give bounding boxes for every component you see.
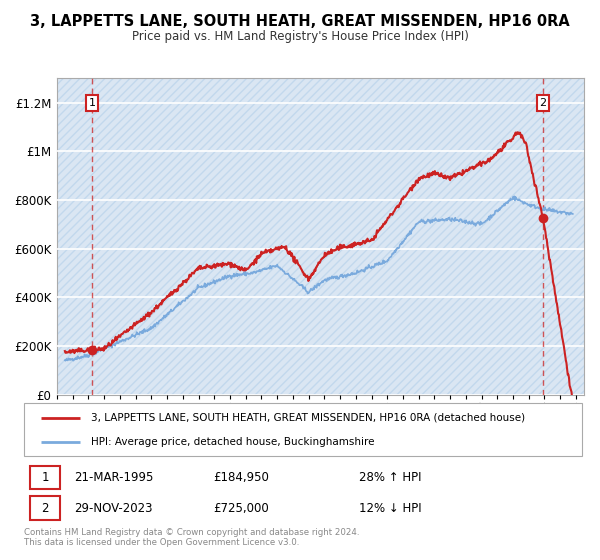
FancyBboxPatch shape — [29, 465, 60, 489]
Text: 28% ↑ HPI: 28% ↑ HPI — [359, 471, 421, 484]
Text: 29-NOV-2023: 29-NOV-2023 — [74, 502, 153, 515]
Text: 1: 1 — [41, 471, 49, 484]
Text: HPI: Average price, detached house, Buckinghamshire: HPI: Average price, detached house, Buck… — [91, 437, 374, 447]
Text: 21-MAR-1995: 21-MAR-1995 — [74, 471, 154, 484]
Text: Contains HM Land Registry data © Crown copyright and database right 2024.
This d: Contains HM Land Registry data © Crown c… — [24, 528, 359, 548]
Text: 3, LAPPETTS LANE, SOUTH HEATH, GREAT MISSENDEN, HP16 0RA (detached house): 3, LAPPETTS LANE, SOUTH HEATH, GREAT MIS… — [91, 413, 525, 423]
Text: 12% ↓ HPI: 12% ↓ HPI — [359, 502, 421, 515]
FancyBboxPatch shape — [29, 496, 60, 520]
Text: £725,000: £725,000 — [214, 502, 269, 515]
Text: 2: 2 — [539, 98, 547, 108]
Text: Price paid vs. HM Land Registry's House Price Index (HPI): Price paid vs. HM Land Registry's House … — [131, 30, 469, 43]
FancyBboxPatch shape — [24, 403, 582, 456]
Text: £184,950: £184,950 — [214, 471, 269, 484]
Text: 1: 1 — [88, 98, 95, 108]
Text: 3, LAPPETTS LANE, SOUTH HEATH, GREAT MISSENDEN, HP16 0RA: 3, LAPPETTS LANE, SOUTH HEATH, GREAT MIS… — [30, 14, 570, 29]
Text: 2: 2 — [41, 502, 49, 515]
